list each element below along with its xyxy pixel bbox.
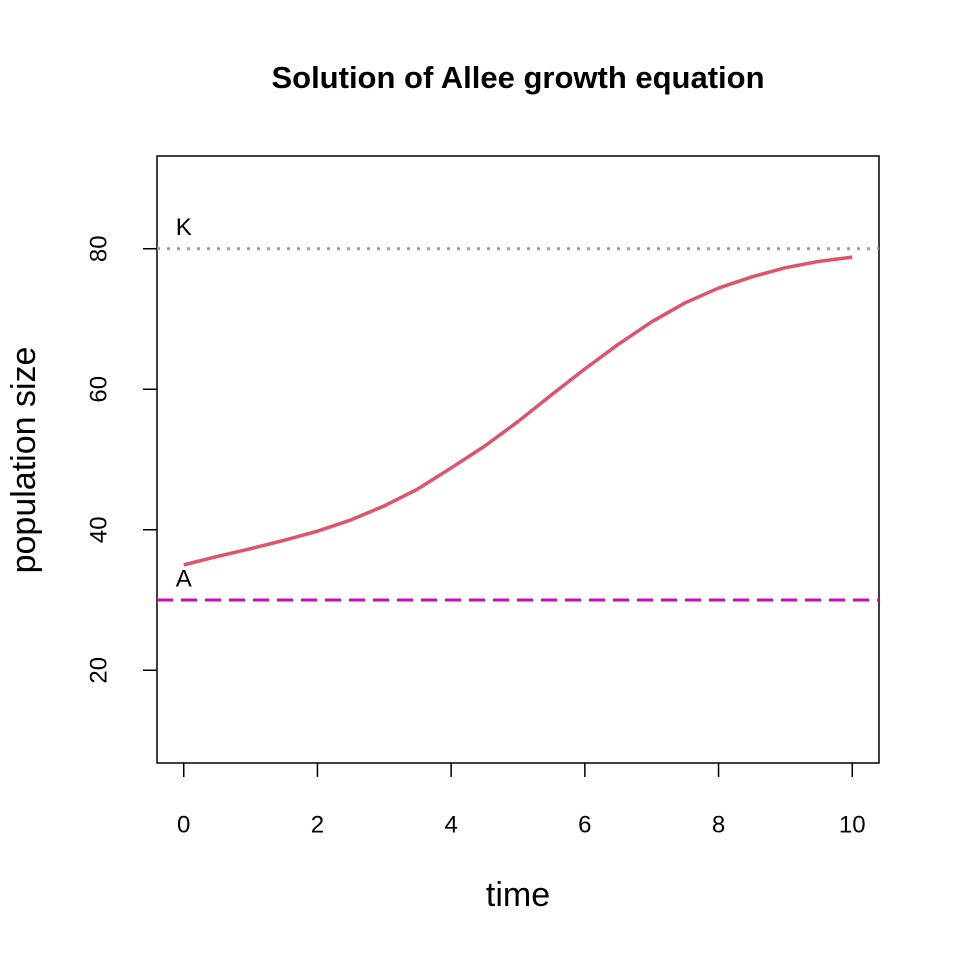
- y-tick-label: 80: [85, 235, 112, 262]
- x-tick-label: 2: [311, 811, 324, 838]
- x-tick-label: 10: [839, 811, 866, 838]
- x-tick-label: 0: [177, 811, 190, 838]
- plot-frame: [156, 155, 880, 764]
- x-tick-label: 4: [444, 811, 457, 838]
- y-tick-label: 40: [85, 516, 112, 543]
- x-tick-label: 6: [578, 811, 591, 838]
- y-axis-label: population size: [5, 347, 43, 574]
- data-line: [183, 255, 853, 567]
- chart-title: Solution of Allee growth equation: [271, 60, 764, 95]
- x-axis-label: time: [486, 876, 550, 914]
- y-tick-label: 20: [85, 657, 112, 684]
- y-tick-label: 60: [85, 376, 112, 403]
- reference-label: K: [176, 214, 192, 241]
- x-tick-label: 8: [712, 811, 725, 838]
- reference-label: A: [176, 565, 192, 592]
